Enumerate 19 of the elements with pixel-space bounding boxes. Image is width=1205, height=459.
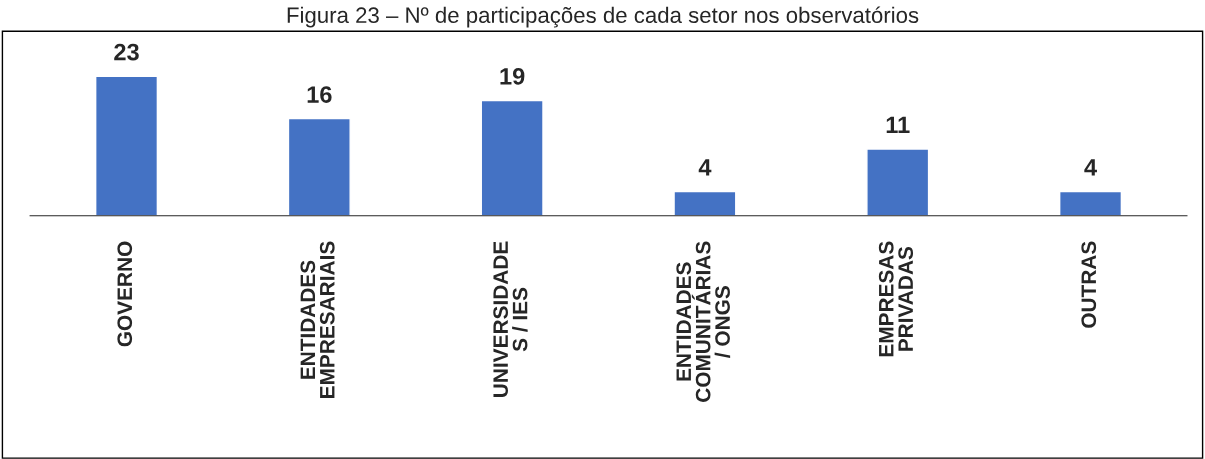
bar [1058,190,1123,216]
data-label: 4 [698,159,712,176]
bar [866,148,930,216]
data-label: 16 [307,86,332,103]
data-label: 23 [114,43,139,61]
data-label: 19 [500,67,525,85]
bar [480,99,544,216]
bar [673,190,737,216]
x-tick-label: EMPRESAS PRIVADAS [878,241,914,357]
data-label: 11 [886,116,910,133]
x-tick-label: GOVERNO [117,241,133,347]
x-tick-label: UNIVERSIDADE S / IES [493,241,528,397]
data-label: 4 [1084,159,1097,176]
x-tick-label: OUTRAS [1081,241,1097,328]
x-tick-label: ENTIDADES COMUNITÁRIAS / ONGS [676,241,731,402]
x-tick-label: ENTIDADES EMPRESARIAIS [300,241,335,398]
chart-title: Figura 23 – Nº de participações de cada setor nos observatórios [287,6,919,28]
bar [287,117,351,216]
bar [94,75,159,216]
